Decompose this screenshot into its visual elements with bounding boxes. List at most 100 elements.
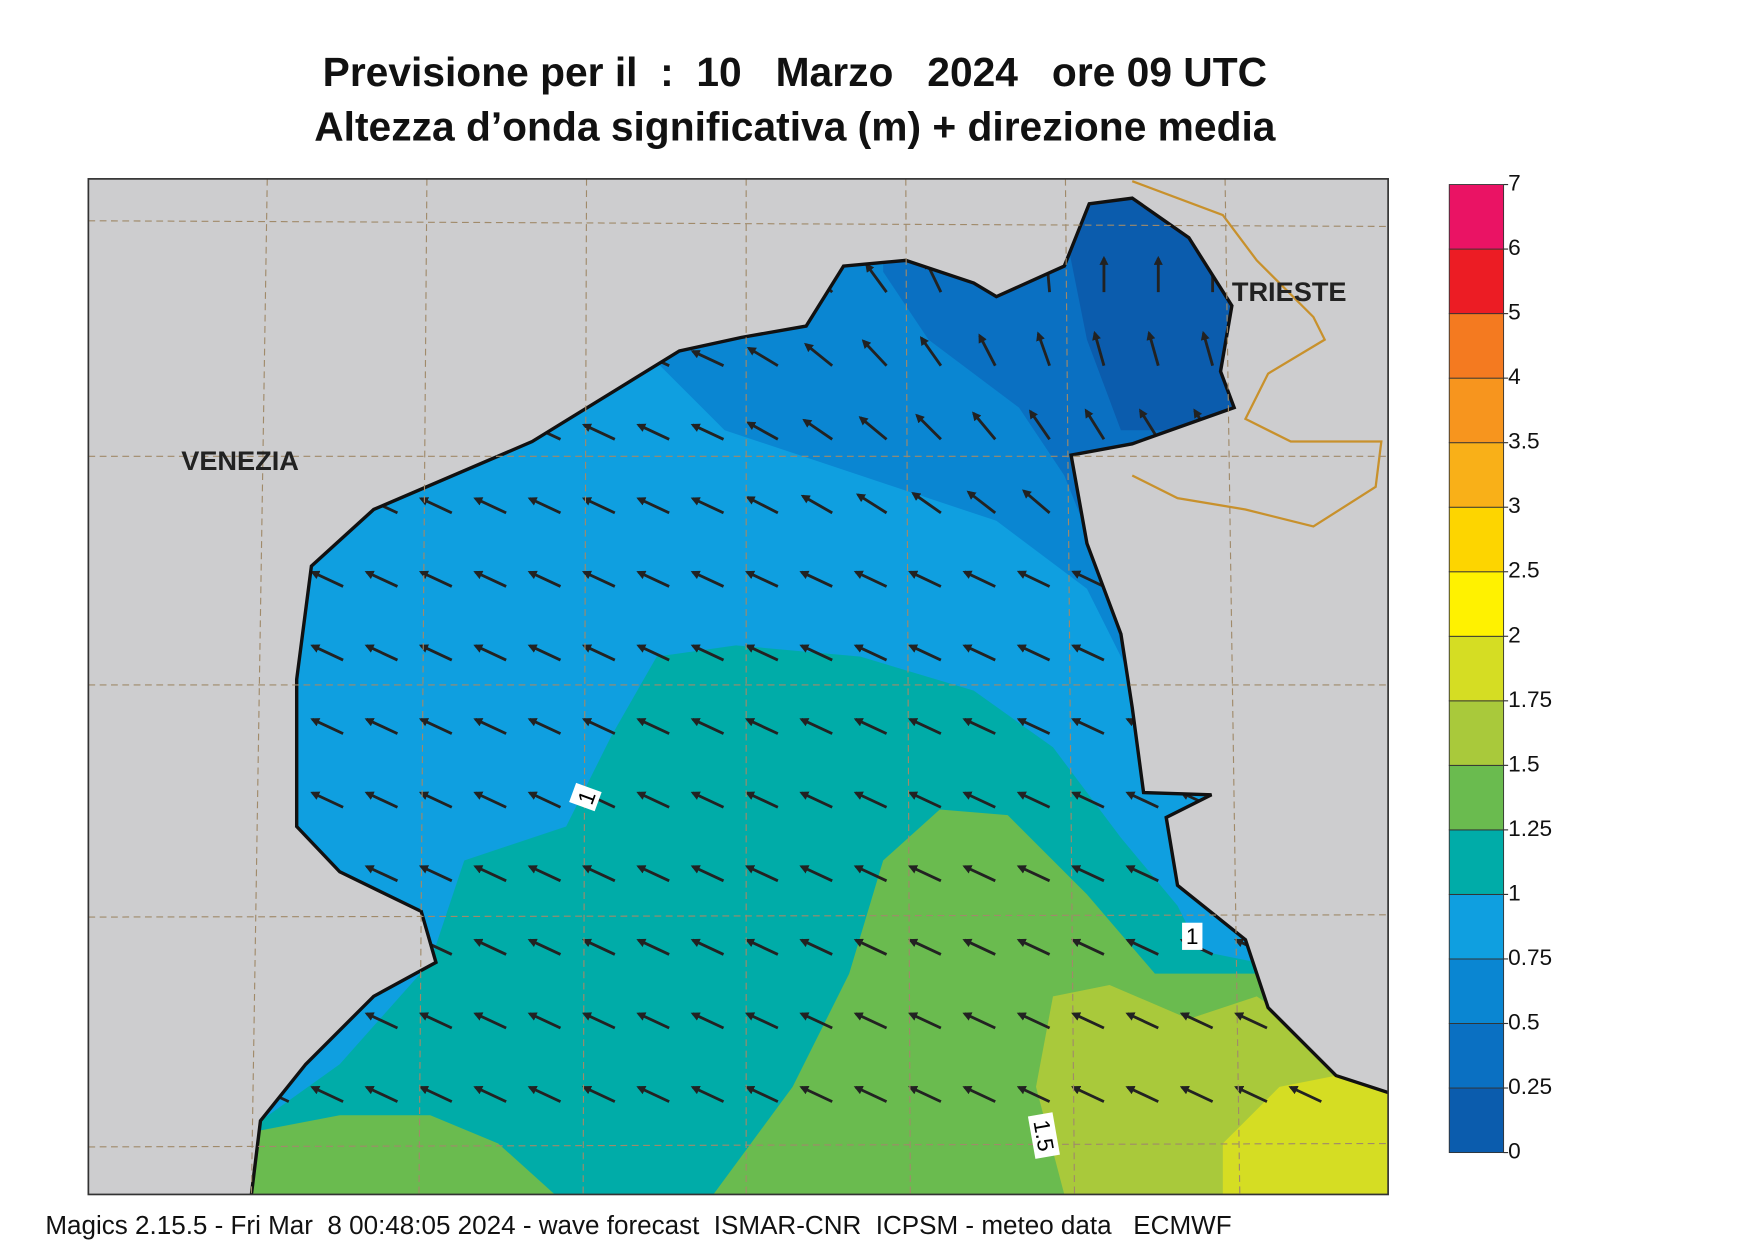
direction-arrow	[911, 492, 942, 515]
direction-arrow	[1125, 1085, 1159, 1103]
direction-arrow	[855, 493, 888, 515]
colorbar-segment	[1448, 248, 1505, 315]
direction-arrow	[1125, 1012, 1159, 1030]
direction-arrow	[966, 490, 997, 514]
direction-arrow	[915, 413, 942, 441]
colorbar: 0 0.25 0.5 0.75 1 1.25 1.5 1.75 2 2.5 3 3.5 4 5 6 7	[1448, 171, 1552, 1164]
direction-arrow	[962, 1012, 996, 1030]
direction-arrow	[364, 865, 399, 883]
border	[1131, 180, 1383, 528]
colorbar-label: 3.5	[1508, 429, 1539, 454]
colorbar-label: 1.75	[1508, 687, 1552, 712]
colorbar-label: 1.25	[1508, 816, 1552, 841]
colorbar-label: 2.5	[1508, 558, 1539, 583]
direction-arrow	[1016, 1085, 1051, 1103]
direction-arrow	[1234, 1012, 1268, 1030]
direction-arrow	[636, 938, 670, 956]
footer: Magics 2.15.5 - Fri Mar 8 00:48:05 2024 …	[45, 1210, 1231, 1240]
colorbar-segment	[1448, 442, 1505, 508]
direction-arrow	[962, 644, 996, 662]
colorbar-segment	[1448, 1087, 1505, 1154]
direction-arrow	[473, 791, 507, 809]
direction-arrow	[581, 497, 616, 515]
colorbar-segment	[1448, 184, 1505, 250]
colorbar-label: 5	[1508, 300, 1521, 325]
direction-arrow	[908, 938, 942, 956]
colorbar-segment	[1448, 958, 1505, 1024]
direction-arrow	[310, 718, 344, 735]
direction-arrow	[1234, 1085, 1268, 1103]
direction-arrow	[690, 865, 725, 883]
colorbar-segment	[1448, 764, 1505, 831]
direction-arrow	[745, 1012, 779, 1030]
direction-arrow	[581, 1085, 616, 1103]
direction-arrow	[861, 339, 888, 367]
colorbar-label: 0.75	[1508, 945, 1552, 970]
direction-arrow	[908, 718, 942, 735]
direction-arrow	[962, 865, 996, 883]
contour-label: 1	[1182, 922, 1203, 950]
direction-arrow	[800, 494, 833, 515]
direction-arrow	[962, 570, 996, 588]
colorbar-segment	[1448, 829, 1505, 895]
direction-arrow	[865, 262, 888, 293]
direction-arrow	[527, 1085, 562, 1103]
direction-arrow	[690, 938, 725, 956]
direction-arrow	[1071, 938, 1105, 956]
direction-arrow	[473, 644, 507, 662]
colorbar-segment	[1448, 1023, 1505, 1089]
direction-arrow	[853, 1012, 888, 1030]
direction-arrow	[1016, 865, 1051, 883]
colorbar-label: 3	[1508, 493, 1521, 518]
direction-arrow	[853, 644, 888, 662]
direction-arrow	[636, 1085, 670, 1103]
direction-arrow	[690, 1012, 725, 1030]
title: Previsione per il : 10 Marzo 2024 ore 09…	[323, 49, 1267, 95]
direction-arrow	[690, 791, 725, 809]
direction-arrow	[1071, 570, 1105, 588]
direction-arrow	[853, 1085, 888, 1103]
colorbar-segment	[1448, 377, 1505, 444]
direction-arrow	[473, 497, 507, 515]
direction-arrow	[1084, 408, 1106, 441]
direction-arrow	[581, 423, 616, 441]
direction-arrow	[802, 418, 834, 441]
direction-arrow	[1016, 718, 1051, 735]
direction-arrow	[418, 1085, 453, 1103]
direction-arrow	[1016, 1012, 1051, 1030]
direction-arrow	[364, 1012, 399, 1030]
direction-arrow	[473, 1085, 507, 1103]
direction-arrow	[636, 718, 670, 735]
direction-arrow	[908, 644, 942, 662]
contour-label: 1.5	[1027, 1112, 1060, 1159]
direction-arrow	[1125, 865, 1159, 883]
direction-arrow	[636, 497, 670, 515]
direction-arrow	[527, 497, 562, 515]
direction-arrow	[473, 1012, 507, 1030]
direction-arrow	[908, 1012, 942, 1030]
direction-arrow	[1288, 1085, 1322, 1103]
colorbar-segment	[1448, 700, 1505, 766]
direction-arrow	[908, 791, 942, 809]
direction-arrow	[636, 1012, 670, 1030]
direction-arrow	[1036, 331, 1051, 367]
direction-arrow	[1125, 938, 1159, 956]
direction-arrow	[919, 336, 943, 367]
direction-arrow	[962, 1085, 996, 1103]
direction-arrow	[908, 570, 942, 588]
direction-arrow	[418, 497, 453, 515]
direction-arrow	[1071, 865, 1105, 883]
direction-arrow	[799, 865, 833, 883]
direction-arrow	[690, 1085, 725, 1103]
direction-arrow	[473, 718, 507, 735]
direction-arrow	[858, 416, 888, 441]
direction-arrow	[745, 718, 779, 735]
wave-zone	[1222, 1075, 1389, 1195]
direction-arrow	[473, 938, 507, 956]
direction-arrow	[418, 791, 453, 809]
graticule	[88, 178, 1389, 1195]
direction-arrow	[1092, 330, 1106, 367]
direction-arrow	[962, 718, 996, 735]
direction-arrow	[527, 938, 562, 956]
